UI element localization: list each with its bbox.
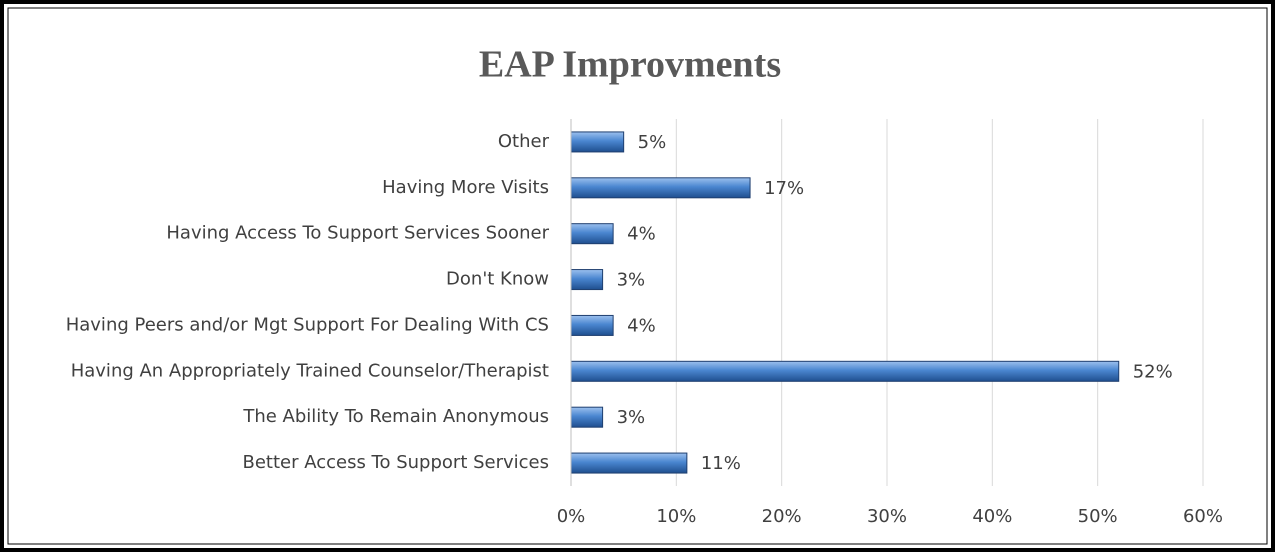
y-tick-label: The Ability To Remain Anonymous — [242, 406, 549, 427]
x-tick-label: 0% — [557, 506, 586, 527]
bar — [570, 452, 688, 474]
y-tick-label: Better Access To Support Services — [242, 452, 549, 473]
x-tick-label: 20% — [762, 506, 802, 527]
data-label: 3% — [617, 270, 646, 291]
data-label: 4% — [627, 315, 656, 336]
data-label: 11% — [701, 453, 741, 474]
y-tick-label: Other — [498, 131, 550, 152]
y-tick-label: Having Peers and/or Mgt Support For Deal… — [66, 314, 549, 335]
inner-frame — [7, 7, 1268, 545]
data-label: 52% — [1133, 361, 1173, 382]
x-tick-label: 50% — [1078, 506, 1118, 527]
y-tick-label: Don't Know — [446, 269, 549, 290]
data-label: 3% — [617, 407, 646, 428]
x-tick-label: 10% — [656, 506, 696, 527]
bar — [570, 406, 604, 428]
bar — [570, 360, 1120, 382]
bar — [570, 223, 614, 245]
bar — [570, 314, 614, 336]
y-tick-label: Having More Visits — [382, 177, 549, 198]
data-label: 4% — [627, 224, 656, 245]
bar — [570, 269, 604, 291]
x-tick-label: 40% — [972, 506, 1012, 527]
x-tick-label: 60% — [1183, 506, 1223, 527]
y-tick-label: Having An Appropriately Trained Counselo… — [71, 360, 549, 381]
data-label: 5% — [638, 132, 667, 153]
x-tick-label: 30% — [867, 506, 907, 527]
bar — [570, 131, 625, 153]
y-tick-label: Having Access To Support Services Sooner — [166, 223, 549, 244]
chart-title: EAP Improvments — [479, 44, 781, 86]
data-label: 17% — [764, 178, 804, 199]
bar — [570, 177, 751, 199]
